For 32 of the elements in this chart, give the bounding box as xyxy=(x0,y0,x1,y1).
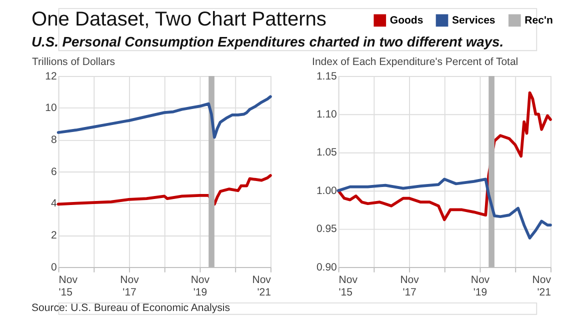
y-tick-label: 1.05 xyxy=(316,146,338,159)
y-tick-label: 10 xyxy=(45,102,58,114)
y-axis-title: Index of Each Expenditure's Percent of Total xyxy=(312,56,518,68)
chart-subtitle: U.S. Personal Consumption Expenditures charted in two different ways. xyxy=(32,33,504,50)
x-tick-label: Nov '15 xyxy=(338,274,358,298)
legend-label: Services xyxy=(452,14,496,26)
x-tick-label: Nov '15 xyxy=(58,274,78,298)
x-tick-label: Nov '17 xyxy=(120,274,140,298)
y-tick-label: 1.00 xyxy=(316,184,338,197)
line-series xyxy=(336,178,552,240)
x-tick-label: Nov '21 xyxy=(252,274,272,298)
legend-label: Goods xyxy=(390,14,424,26)
y-tick-label: 6 xyxy=(51,166,58,178)
x-tick-label: Nov '21 xyxy=(532,274,552,298)
x-tick-label: Nov '19 xyxy=(190,274,210,298)
y-tick-label: 4 xyxy=(51,198,58,210)
y-tick-label: 8 xyxy=(51,134,58,146)
y-axis-title: Trillions of Dollars xyxy=(32,56,116,68)
y-tick-label: 1.15 xyxy=(316,70,338,82)
legend-label: Rec'n xyxy=(524,14,553,26)
y-tick-label: 0.95 xyxy=(316,223,338,236)
x-tick-label: Nov '19 xyxy=(470,274,490,298)
y-tick-label: 1.10 xyxy=(316,108,338,121)
source-note: Source: U.S. Bureau of Economic Analysis xyxy=(32,302,230,314)
y-tick-label: 12 xyxy=(45,70,58,82)
y-tick-label: 2 xyxy=(51,230,58,242)
y-tick-label: 0.90 xyxy=(316,261,338,274)
y-tick-label: 0 xyxy=(51,261,58,274)
line-series xyxy=(56,174,272,206)
x-tick-label: Nov '17 xyxy=(400,274,420,298)
line-series xyxy=(56,95,272,139)
chart-title: One Dataset, Two Chart Patterns xyxy=(32,8,326,30)
